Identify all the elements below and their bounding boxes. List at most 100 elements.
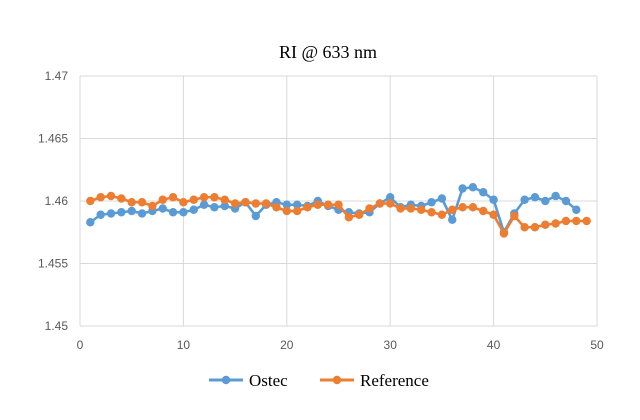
data-point bbox=[458, 184, 467, 193]
data-point bbox=[530, 223, 540, 232]
data-point bbox=[448, 215, 457, 224]
data-point bbox=[468, 183, 478, 192]
data-point bbox=[282, 200, 291, 209]
data-point bbox=[210, 203, 219, 212]
data-point bbox=[386, 193, 395, 202]
data-point bbox=[168, 193, 178, 202]
data-point bbox=[541, 196, 550, 206]
data-point bbox=[86, 196, 95, 206]
data-point bbox=[582, 216, 591, 226]
data-point bbox=[199, 193, 209, 202]
data-point bbox=[137, 198, 147, 207]
data-point bbox=[220, 195, 229, 204]
data-point bbox=[561, 196, 571, 206]
data-point bbox=[106, 209, 116, 218]
y-tick-label: 1.47 bbox=[45, 69, 69, 83]
data-point bbox=[158, 204, 167, 213]
legend: Ostec Reference bbox=[209, 371, 429, 390]
data-point bbox=[406, 204, 416, 213]
data-point bbox=[127, 198, 136, 207]
data-point bbox=[375, 199, 385, 208]
data-point bbox=[396, 204, 405, 213]
data-point bbox=[479, 188, 488, 197]
legend-item-ostec: Ostec bbox=[209, 371, 288, 390]
data-point bbox=[96, 210, 105, 219]
data-point bbox=[530, 193, 540, 202]
data-point bbox=[137, 209, 147, 218]
data-point bbox=[199, 200, 209, 209]
data-point bbox=[251, 199, 260, 208]
data-point bbox=[158, 195, 167, 204]
data-point bbox=[354, 210, 364, 219]
data-point bbox=[96, 193, 105, 202]
chart-title: RI @ 633 nm bbox=[279, 42, 377, 62]
x-tick-label: 20 bbox=[280, 338, 294, 352]
data-point bbox=[427, 198, 436, 207]
y-tick-label: 1.45 bbox=[45, 319, 69, 333]
data-point bbox=[510, 211, 519, 221]
data-point bbox=[117, 208, 126, 217]
data-point bbox=[437, 194, 447, 203]
data-point bbox=[572, 205, 581, 214]
data-point bbox=[323, 200, 333, 209]
legend-label: Ostec bbox=[249, 371, 288, 390]
data-point bbox=[561, 216, 571, 226]
series-reference bbox=[86, 191, 591, 238]
data-point bbox=[117, 194, 126, 203]
data-point bbox=[127, 206, 136, 216]
legend-marker bbox=[332, 375, 342, 385]
data-point bbox=[303, 203, 312, 212]
data-point bbox=[292, 206, 302, 216]
x-tick-label: 0 bbox=[77, 338, 84, 352]
x-tick-label: 10 bbox=[177, 338, 191, 352]
data-point bbox=[448, 205, 457, 214]
data-point bbox=[241, 198, 250, 207]
data-point bbox=[437, 210, 447, 219]
data-point bbox=[344, 213, 354, 222]
data-point bbox=[148, 201, 157, 211]
data-point bbox=[520, 223, 529, 232]
x-tick-label: 30 bbox=[384, 338, 398, 352]
data-point bbox=[230, 199, 240, 208]
data-point bbox=[282, 206, 291, 216]
y-tick-label: 1.465 bbox=[38, 132, 68, 146]
x-tick-label: 50 bbox=[590, 338, 604, 352]
x-tick-label: 40 bbox=[487, 338, 501, 352]
data-point bbox=[386, 199, 395, 208]
data-point bbox=[292, 200, 302, 209]
data-point bbox=[551, 219, 560, 228]
data-point bbox=[365, 204, 374, 213]
legend-marker bbox=[221, 375, 231, 385]
data-point bbox=[572, 216, 581, 226]
data-point bbox=[251, 211, 260, 221]
data-point bbox=[479, 206, 488, 216]
data-point bbox=[189, 195, 198, 204]
data-point bbox=[179, 198, 188, 207]
data-point bbox=[551, 191, 560, 201]
data-point bbox=[210, 193, 219, 202]
data-point bbox=[86, 218, 95, 227]
data-point bbox=[458, 203, 467, 212]
data-point bbox=[261, 199, 271, 208]
legend-label: Reference bbox=[360, 371, 429, 390]
data-point bbox=[189, 205, 198, 214]
y-tick-label: 1.455 bbox=[38, 257, 68, 271]
data-point bbox=[489, 210, 498, 219]
data-point bbox=[168, 208, 178, 217]
data-point bbox=[499, 229, 509, 238]
data-point bbox=[313, 200, 323, 209]
data-point bbox=[417, 205, 426, 214]
axes: 1.45 1.455 1.46 1.465 1.47 0 10 20 30 40 50 bbox=[38, 69, 604, 352]
legend-item-reference: Reference bbox=[320, 371, 429, 390]
data-point bbox=[468, 203, 478, 212]
series-layer bbox=[86, 183, 591, 238]
data-point bbox=[520, 195, 529, 204]
data-point bbox=[106, 191, 116, 201]
data-point bbox=[272, 203, 281, 212]
data-point bbox=[541, 220, 550, 229]
data-point bbox=[334, 200, 343, 209]
data-point bbox=[179, 208, 188, 217]
data-point bbox=[489, 195, 498, 204]
data-point bbox=[427, 208, 436, 217]
